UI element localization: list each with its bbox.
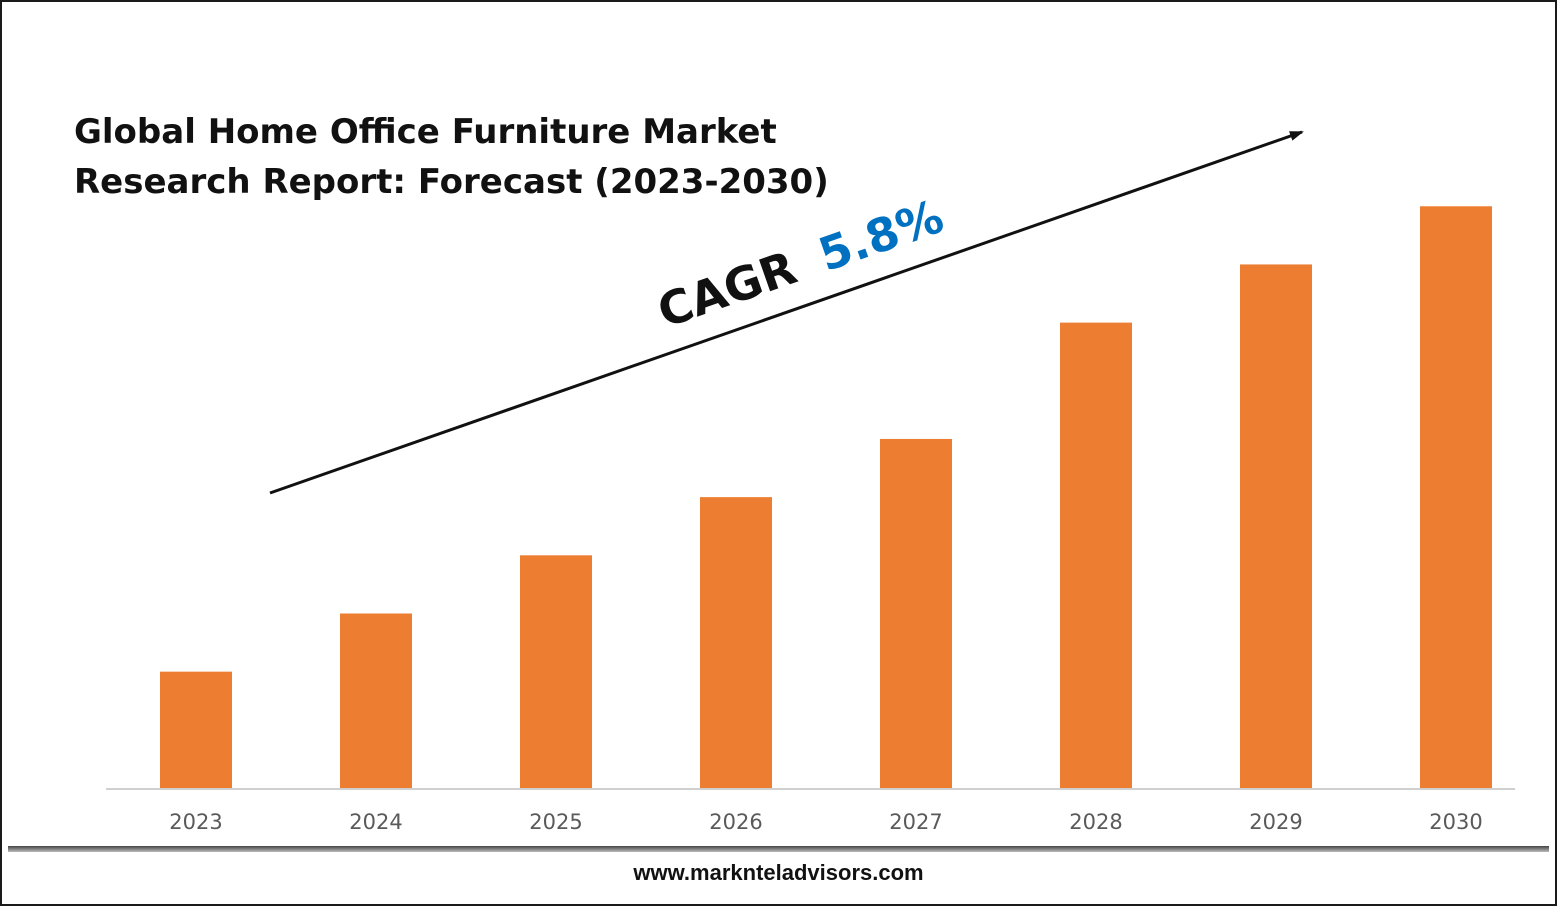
bar-2028 [1060, 322, 1132, 788]
bar-2027 [880, 438, 952, 788]
x-tick-2026: 2026 [709, 810, 762, 834]
trend-arrow [269, 130, 1304, 495]
cagr-annotation: CAGR 5.8% [651, 189, 950, 339]
x-tick-2030: 2030 [1429, 810, 1482, 834]
website-url: www.marknteladvisors.com [633, 860, 924, 885]
chart-title-line-1: Global Home Office Furniture Market [74, 112, 777, 152]
cagr-value: 5.8% [812, 189, 950, 282]
x-tick-2023: 2023 [169, 810, 222, 834]
bar-2024 [340, 613, 412, 788]
cagr-label: CAGR [651, 240, 803, 338]
x-tick-2024: 2024 [349, 810, 402, 834]
bars-group [160, 206, 1492, 788]
bar-2026 [700, 497, 772, 788]
x-tick-2027: 2027 [889, 810, 942, 834]
bar-2029 [1240, 264, 1312, 788]
footer-divider [8, 846, 1549, 852]
bar-2023 [160, 671, 232, 788]
x-tick-2029: 2029 [1249, 810, 1302, 834]
x-tick-2028: 2028 [1069, 810, 1122, 834]
chart-title-line-2: Research Report: Forecast (2023-2030) [74, 162, 829, 202]
bar-2025 [520, 555, 592, 788]
x-tick-2025: 2025 [529, 810, 582, 834]
bar-2030 [1420, 206, 1492, 788]
x-tick-labels: 2023 2024 2025 2026 2027 2028 2029 2030 [169, 810, 1482, 834]
